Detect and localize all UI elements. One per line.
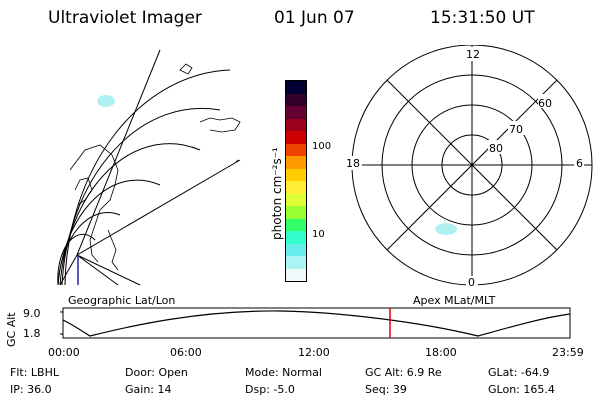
mlt-label-0: 0 bbox=[468, 276, 475, 289]
glat-info: GLat: -64.9 bbox=[488, 366, 550, 379]
door-info: Door: Open bbox=[125, 366, 188, 379]
altitude-plot bbox=[60, 307, 571, 339]
colorbar-tick-100: 100 bbox=[312, 141, 332, 152]
mlt-label-12: 12 bbox=[466, 48, 480, 61]
colorbar-swatch bbox=[286, 243, 306, 256]
mlt-label-18: 18 bbox=[346, 157, 360, 170]
colorbar-swatch bbox=[286, 168, 306, 181]
colorbar-swatch bbox=[286, 131, 306, 144]
colorbar-swatch bbox=[286, 118, 306, 131]
mlat-label-60: 60 bbox=[538, 97, 552, 110]
mlat-label-80: 80 bbox=[489, 142, 503, 155]
time-tick-1800: 18:00 bbox=[425, 346, 457, 359]
polar-plot bbox=[344, 45, 593, 288]
geographic-panel-label: Geographic Lat/Lon bbox=[68, 294, 176, 307]
mode-info: Mode: Normal bbox=[245, 366, 322, 379]
colorbar-label: photon cm⁻²s⁻¹ bbox=[270, 147, 284, 240]
dsp-info: Dsp: -5.0 bbox=[245, 383, 295, 396]
colorbar-swatch bbox=[286, 256, 306, 269]
seq-info: Seq: 39 bbox=[365, 383, 407, 396]
mlat-label-70: 70 bbox=[509, 123, 523, 136]
colorbar-swatch bbox=[286, 106, 306, 119]
gc-alt-info: GC Alt: 6.9 Re bbox=[365, 366, 442, 379]
apex-panel-label: Apex MLat/MLT bbox=[413, 294, 496, 307]
time-tick-0000: 00:00 bbox=[48, 346, 80, 359]
colorbar-swatch bbox=[286, 93, 306, 106]
mlt-label-6: 6 bbox=[576, 157, 583, 170]
observation-date: 01 Jun 07 bbox=[274, 8, 355, 28]
colorbar-swatch bbox=[286, 143, 306, 156]
geographic-map bbox=[57, 49, 241, 286]
colorbar-tick-10: 10 bbox=[312, 229, 325, 240]
colorbar-swatch bbox=[286, 81, 306, 94]
altitude-tick-high: 9.0 bbox=[23, 307, 41, 320]
colorbar-swatch bbox=[286, 231, 306, 244]
instrument-title: Ultraviolet Imager bbox=[48, 8, 202, 28]
gain-info: Gain: 14 bbox=[125, 383, 172, 396]
colorbar-swatch bbox=[286, 268, 306, 281]
time-tick-1200: 12:00 bbox=[298, 346, 330, 359]
ip-info: IP: 36.0 bbox=[10, 383, 52, 396]
colorbar-swatch bbox=[286, 193, 306, 206]
altitude-tick-low: 1.8 bbox=[23, 327, 41, 340]
colorbar-swatch bbox=[286, 206, 306, 219]
colorbar-swatch bbox=[286, 156, 306, 169]
altitude-axis-label: GC Alt bbox=[5, 312, 18, 347]
colorbar-swatch bbox=[286, 218, 306, 231]
observation-time: 15:31:50 UT bbox=[430, 8, 535, 28]
time-tick-2359: 23:59 bbox=[552, 346, 584, 359]
colorbar-swatch bbox=[286, 181, 306, 194]
filter-info: Flt: LBHL bbox=[10, 366, 59, 379]
colorbar bbox=[285, 80, 307, 282]
time-tick-0600: 06:00 bbox=[170, 346, 202, 359]
glon-info: GLon: 165.4 bbox=[488, 383, 555, 396]
